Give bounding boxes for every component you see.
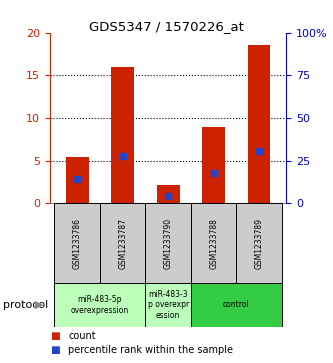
Text: GSM1233790: GSM1233790 <box>164 218 173 269</box>
Text: protocol: protocol <box>3 300 49 310</box>
Bar <box>146 203 191 283</box>
Bar <box>191 283 282 327</box>
Bar <box>191 203 236 283</box>
Text: miR-483-3
p overexpr
ession: miR-483-3 p overexpr ession <box>148 290 189 320</box>
Bar <box>202 126 225 203</box>
Point <box>166 193 171 199</box>
Text: miR-483-5p
overexpression: miR-483-5p overexpression <box>71 295 129 315</box>
Bar <box>55 203 100 283</box>
Text: ■: ■ <box>50 331 60 341</box>
Text: GSM1233789: GSM1233789 <box>255 218 264 269</box>
Bar <box>236 203 282 283</box>
Bar <box>146 283 191 327</box>
Bar <box>248 45 270 203</box>
Bar <box>157 184 179 203</box>
Point <box>211 171 216 176</box>
Point <box>75 176 80 182</box>
Text: control: control <box>223 301 250 309</box>
Point <box>256 148 262 154</box>
Text: GDS5347 / 1570226_at: GDS5347 / 1570226_at <box>89 20 244 33</box>
Point <box>120 154 125 159</box>
Text: percentile rank within the sample: percentile rank within the sample <box>68 345 233 355</box>
Text: GSM1233787: GSM1233787 <box>118 218 127 269</box>
Text: ▶: ▶ <box>35 300 44 310</box>
Bar <box>100 203 146 283</box>
Text: GSM1233788: GSM1233788 <box>209 218 218 269</box>
Bar <box>111 67 134 203</box>
Text: GSM1233786: GSM1233786 <box>73 218 82 269</box>
Bar <box>66 157 89 203</box>
Text: count: count <box>68 331 96 341</box>
Text: ■: ■ <box>50 345 60 355</box>
Bar <box>55 283 146 327</box>
